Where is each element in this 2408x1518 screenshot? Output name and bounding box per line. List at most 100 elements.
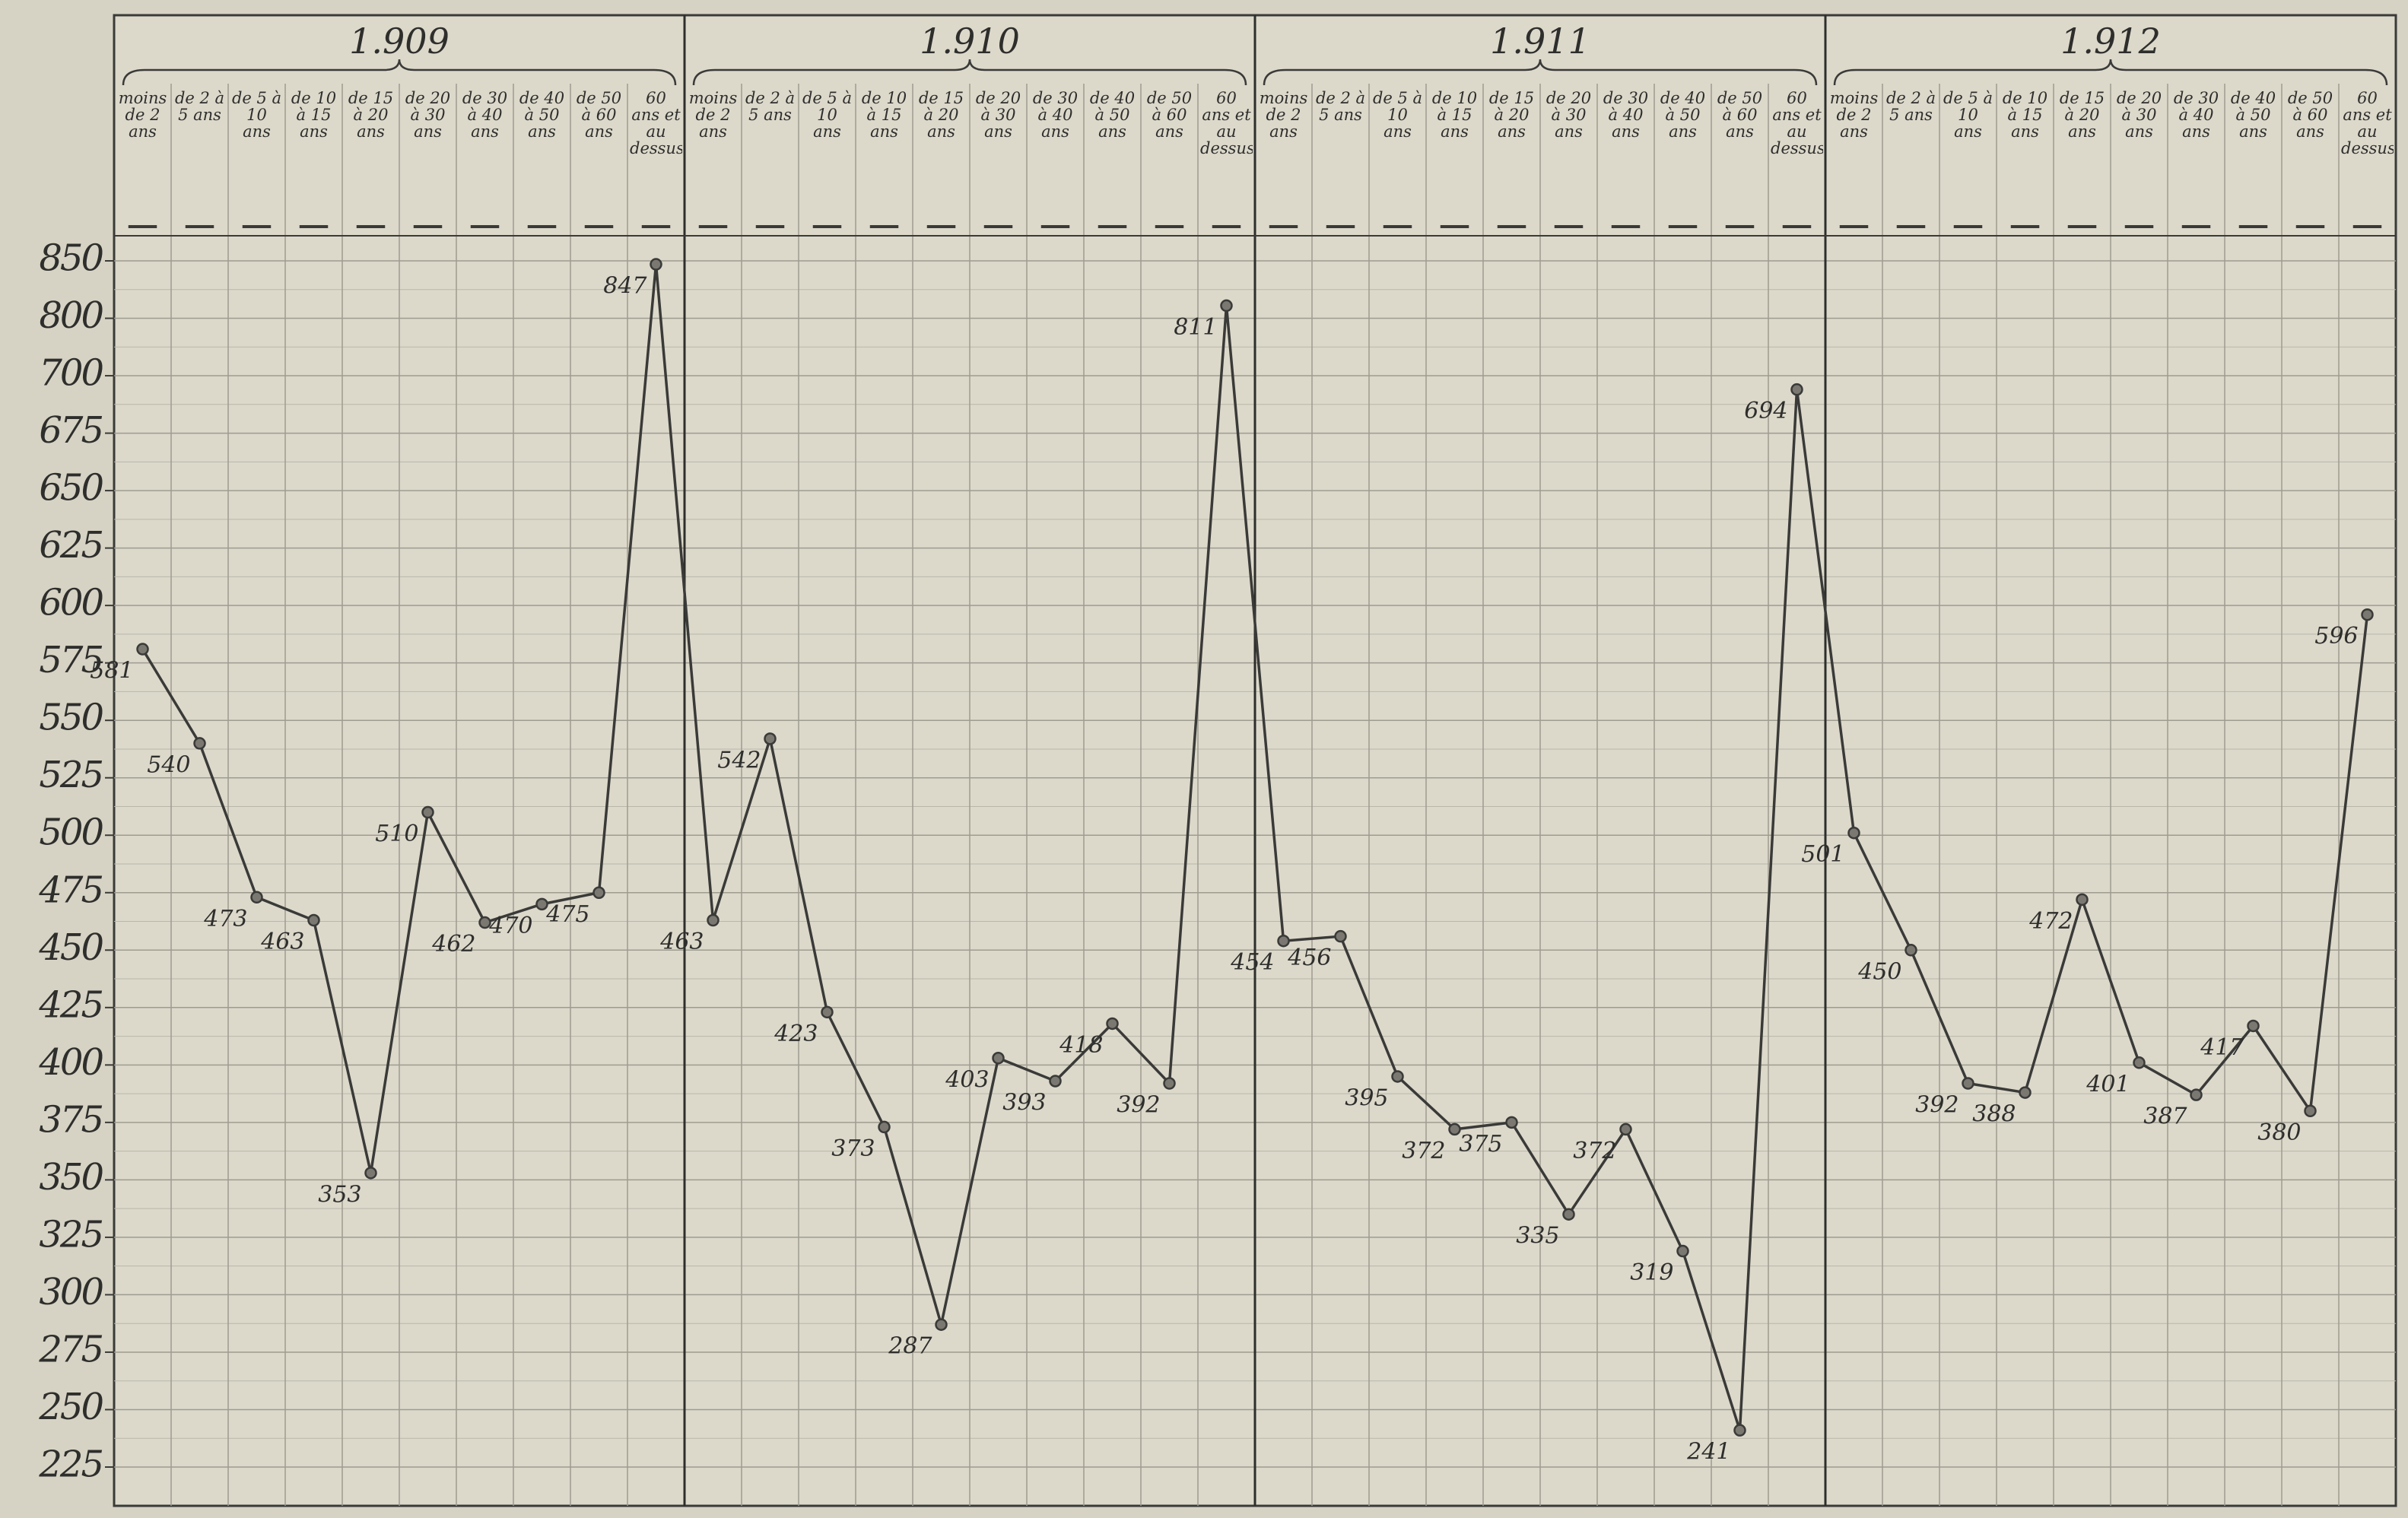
data-point [1962, 1077, 1974, 1090]
data-label: 393 [1002, 1089, 1046, 1116]
data-point [2247, 1019, 2260, 1033]
y-tick-label: 600 [39, 582, 103, 624]
category-label: de 5 à 10 ans [1372, 90, 1423, 141]
category-label: de 10 à 15 ans [291, 90, 337, 141]
category-label: de 30 à 40 ans [1032, 90, 1079, 141]
data-point [193, 737, 206, 750]
data-point [307, 913, 320, 927]
data-label: 418 [1059, 1032, 1103, 1059]
category-label: 60 ans et au dessus [1200, 90, 1253, 157]
data-point [592, 886, 605, 900]
category-label: de 5 à 10 ans [802, 90, 853, 141]
category-label: de 10 à 15 ans [1431, 90, 1478, 141]
y-tick-label: 500 [39, 811, 103, 854]
category-label: de 2 à 5 ans [1315, 90, 1366, 124]
group-label: 1.909 [349, 21, 450, 62]
y-tick-label: 275 [38, 1328, 102, 1370]
y-tick-label: 300 [39, 1271, 103, 1313]
data-label: 581 [90, 658, 133, 684]
group-brace [1833, 59, 2388, 86]
data-point [707, 913, 720, 927]
category-label: de 50 à 60 ans [1146, 90, 1193, 141]
group-label: 1.910 [920, 21, 1020, 62]
category-label: de 10 à 15 ans [861, 90, 907, 141]
data-label: 373 [831, 1135, 875, 1162]
data-point [992, 1052, 1005, 1065]
data-label: 335 [1516, 1223, 1559, 1250]
data-point [764, 732, 777, 745]
data-label: 372 [1573, 1138, 1616, 1164]
category-label: de 20 à 30 ans [1546, 90, 1592, 141]
data-point [1733, 1424, 1746, 1437]
data-label: 423 [774, 1021, 818, 1047]
y-tick-label: 700 [39, 352, 103, 395]
data-point [1163, 1077, 1176, 1090]
data-point [2190, 1088, 2203, 1101]
data-point [1049, 1075, 1062, 1088]
category-label: de 40 à 50 ans [2230, 90, 2276, 141]
data-line [141, 264, 2369, 1431]
data-label: 401 [2086, 1071, 2130, 1097]
data-point [421, 805, 434, 819]
category-label: de 50 à 60 ans [1717, 90, 1763, 141]
data-label: 319 [1630, 1259, 1673, 1286]
data-point [650, 258, 662, 271]
y-tick-label: 800 [39, 294, 103, 337]
data-point [1277, 934, 1290, 948]
data-point [1505, 1116, 1518, 1129]
data-label: 372 [1402, 1138, 1445, 1164]
data-label: 475 [545, 901, 589, 928]
data-point [1904, 944, 1917, 957]
y-tick-label: 425 [38, 983, 102, 1026]
category-label: de 2 à 5 ans [1885, 90, 1936, 124]
y-tick-label: 325 [39, 1213, 102, 1256]
data-point [1562, 1208, 1575, 1221]
data-point [1847, 826, 1860, 840]
category-label: de 5 à 10 ans [1943, 90, 1993, 141]
data-label: 472 [2028, 908, 2073, 935]
category-label: de 40 à 50 ans [1660, 90, 1706, 141]
category-label: de 10 à 15 ans [2002, 90, 2048, 141]
data-point [364, 1167, 377, 1180]
category-label: de 40 à 50 ans [1089, 90, 1136, 141]
category-label: de 50 à 60 ans [576, 90, 622, 141]
data-label: 380 [2257, 1119, 2301, 1146]
data-label: 811 [1174, 314, 1217, 341]
data-label: 375 [1459, 1131, 1502, 1158]
category-label: de 30 à 40 ans [1603, 90, 1649, 141]
y-tick-label: 475 [38, 869, 102, 911]
category-label: de 2 à 5 ans [745, 90, 796, 124]
category-label: de 30 à 40 ans [462, 90, 508, 141]
y-tick-label: 625 [39, 524, 102, 567]
category-label: moins de 2 ans [1259, 90, 1308, 141]
category-label: 60 ans et au dessus [1771, 90, 1823, 157]
y-tick-label: 675 [39, 409, 102, 452]
data-label: 463 [260, 929, 304, 955]
data-point [935, 1318, 948, 1331]
data-label: 403 [945, 1066, 989, 1093]
data-point [136, 643, 149, 656]
data-point [821, 1005, 834, 1019]
y-tick-label: 550 [39, 697, 103, 739]
y-tick-label: 450 [38, 926, 103, 969]
data-label: 454 [1230, 949, 1274, 976]
group-brace [122, 59, 677, 86]
data-label: 456 [1287, 945, 1331, 971]
category-label: de 40 à 50 ans [519, 90, 565, 141]
category-label: de 20 à 30 ans [405, 90, 451, 141]
data-label: 501 [1801, 841, 1844, 868]
category-label: de 15 à 20 ans [2059, 90, 2105, 141]
data-point [535, 897, 548, 911]
data-label: 387 [2143, 1104, 2187, 1130]
y-tick-label: 225 [38, 1443, 102, 1486]
category-label: de 2 à 5 ans [174, 90, 225, 124]
data-point [478, 916, 491, 929]
data-point [1676, 1244, 1689, 1258]
y-tick-label: 250 [38, 1386, 103, 1428]
category-label: de 20 à 30 ans [2116, 90, 2162, 141]
data-label: 417 [2200, 1034, 2244, 1061]
data-label: 847 [603, 273, 647, 300]
data-label: 287 [888, 1333, 932, 1360]
